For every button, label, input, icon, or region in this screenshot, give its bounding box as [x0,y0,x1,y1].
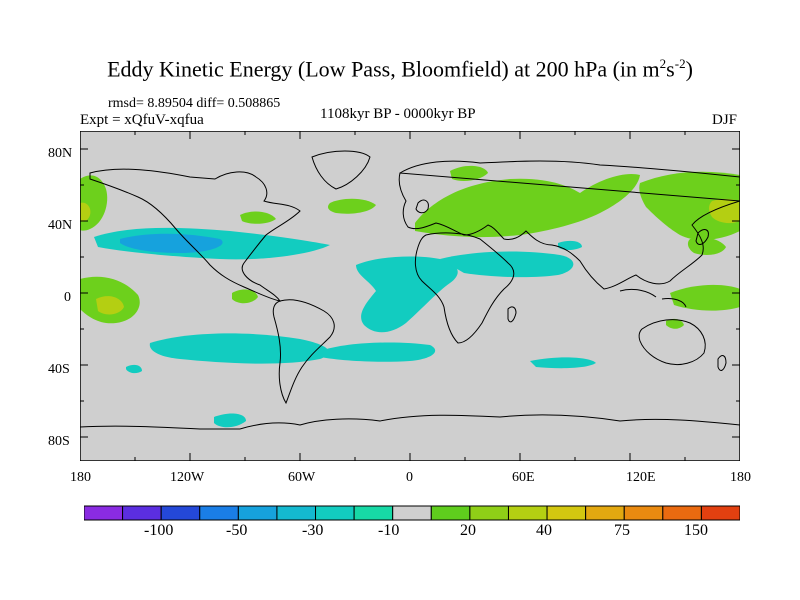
colorbar-label: 40 [536,522,552,539]
positive-anomaly-south-pacific-core [96,296,124,315]
colorbar-swatch [507,505,548,521]
colorbar-swatch [662,505,702,521]
stats-label: rmsd= 8.89504 diff= 0.508865 [108,96,281,111]
madagascar-coastline [507,306,517,323]
colorbar-swatch [353,505,394,521]
period-label: 1108kyr BP - 0000kyr BP [320,106,476,122]
lon-label-120e: 120E [626,470,656,485]
positive-anomaly-japan [687,237,726,255]
north-america-coastline [89,168,301,302]
colorbar-swatch [160,505,201,521]
lat-label-40s: 40S [48,362,70,377]
map-plot [80,131,740,461]
positive-anomaly-north-atlantic [328,198,376,214]
colorbar-swatch [122,505,162,521]
negative-anomaly-atlantic [356,256,458,333]
lon-label-0: 0 [406,470,413,485]
lon-label-60w: 60W [288,470,316,485]
negative-anomaly-south-atlantic [320,342,436,362]
colorbar-swatch [199,505,239,521]
colorbar-label: -10 [378,522,400,539]
positive-anomaly-north-pacific-west-core [709,198,740,224]
indonesia-coastline [619,288,687,308]
lon-label-180e: 180 [730,470,751,485]
positive-anomaly-tropical-pacific [232,289,258,304]
colorbar-swatch [276,505,317,521]
negative-anomaly-south-indian [530,357,596,369]
colorbar-swatch [700,505,740,521]
colorbar-swatch [623,505,664,521]
negative-anomaly-north-pacific-core [120,233,223,253]
season-label: DJF [712,112,738,128]
lon-label-60e: 60E [512,470,535,485]
negative-anomaly-southern-ocean [214,413,246,428]
lat-label-40n: 40N [48,218,73,233]
new-zealand-coastline [717,355,727,371]
anomaly-fields [80,165,740,428]
positive-anomaly-north-pacific-east-core [80,202,91,222]
colorbar-label: -50 [226,522,248,539]
colorbar-label: 150 [684,522,708,539]
colorbar-label: -30 [302,522,324,539]
colorbar-swatch [469,505,509,521]
chart-title: Eddy Kinetic Energy (Low Pass, Bloomfiel… [107,56,693,82]
africa-coastline [414,232,515,344]
positive-anomaly-indonesia [670,284,740,311]
colorbar-label: -100 [144,522,174,539]
eurasia-coastline [398,160,740,290]
colorbar-swatch [315,505,355,521]
lon-label-120w: 120W [170,470,205,485]
japan-coastline [695,229,709,245]
colorbar-label: 75 [614,522,630,539]
greenland-coastline [311,150,371,190]
colorbar-swatch [430,505,471,521]
colorbar-swatch [585,505,625,521]
australia-coastline [638,319,706,366]
south-america-coastline [272,299,335,405]
lat-label-80s: 80S [48,434,70,449]
negative-anomaly-asia-small [558,240,582,250]
axis-ticks [80,131,740,461]
lon-label-180w: 180 [70,470,91,485]
positive-anomaly-north-pacific-west [639,171,740,240]
coastlines [80,150,740,430]
negative-anomaly-south-pacific [149,333,329,364]
positive-anomaly-canada [240,211,276,224]
colorbar-label: 20 [460,522,476,539]
positive-anomaly-australia [666,318,684,329]
lat-label-80n: 80N [48,146,73,161]
british-isles-coastline [415,199,429,214]
colorbar-swatch [392,505,432,521]
positive-anomaly-eurasia [415,173,640,238]
positive-anomaly-greenland [450,165,488,181]
colorbar-swatch [237,505,278,521]
experiment-label: Expt = xQfuV-xqfua [80,112,204,128]
negative-anomaly-small-south [126,364,142,374]
colorbar-swatch [84,505,124,521]
colorbar-swatch [546,505,587,521]
negative-anomaly-africa-indian [440,251,574,278]
antarctica-coastline [80,414,740,430]
lat-label-equator: 0 [64,290,71,305]
colorbar [84,505,740,521]
